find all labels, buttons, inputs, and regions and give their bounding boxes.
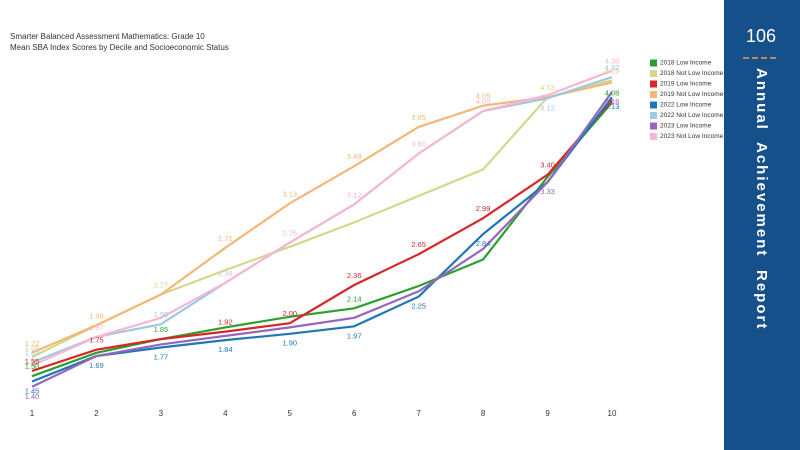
x-tick-label: 6: [352, 409, 357, 418]
data-label: 4.18: [605, 97, 620, 106]
legend-swatch: [650, 133, 657, 140]
data-label: 2.65: [411, 240, 426, 249]
data-label: 4.08: [605, 89, 620, 98]
series-line: [31, 69, 613, 367]
data-label: 4.12: [540, 103, 555, 112]
x-tick-label: 3: [159, 409, 164, 418]
x-tick-label: 2: [94, 409, 99, 418]
x-tick-label: 8: [481, 409, 486, 418]
data-label: 1.45: [25, 386, 40, 395]
legend-swatch: [650, 59, 657, 67]
x-tick-label: 5: [288, 409, 293, 418]
data-label: 4.38: [605, 57, 620, 66]
legend-label: 2022 Not Low Income: [660, 112, 724, 119]
data-label: 1.98: [89, 311, 104, 320]
legend-swatch: [650, 70, 657, 77]
data-label: 4.05: [476, 92, 491, 101]
sidebar: [724, 0, 800, 450]
legend-swatch: [650, 122, 657, 130]
series-line: [31, 99, 613, 372]
data-label: 3.48: [347, 152, 362, 161]
data-label: 2.14: [347, 294, 362, 303]
data-label: 1.68: [25, 343, 40, 352]
chart-subtitle: Mean SBA Index Scores by Decile and Soci…: [10, 43, 229, 52]
data-label: 3.85: [411, 113, 426, 122]
data-label: 3.13: [282, 189, 297, 198]
data-label: 4.13: [540, 83, 555, 92]
data-label: 2.84: [476, 239, 491, 248]
data-label: 2.36: [347, 271, 362, 280]
x-tick-label: 10: [608, 409, 617, 418]
chart-title: Smarter Balanced Assessment Mathematics:…: [10, 32, 205, 41]
legend-label: 2023 Not Low Income: [660, 133, 724, 140]
legend-swatch: [650, 112, 657, 119]
data-label: 4.32: [605, 63, 620, 72]
data-label: 2.99: [476, 204, 491, 213]
legend-label: 2023 Low Income: [660, 123, 712, 130]
page-number: 106: [746, 26, 776, 46]
data-label: 3.12: [347, 190, 362, 199]
data-label: 2.38: [218, 269, 233, 278]
data-label: 2.25: [411, 302, 426, 311]
sidebar-word: Annual: [753, 68, 770, 131]
data-label: 2.27: [154, 280, 169, 289]
legend-label: 2022 Low Income: [660, 102, 712, 109]
data-label: 1.50: [25, 362, 40, 371]
data-label: 3.33: [540, 187, 555, 196]
x-tick-label: 1: [30, 409, 35, 418]
legend-label: 2019 Not Low Income: [660, 91, 724, 98]
series-line: [31, 101, 613, 378]
data-label: 1.77: [154, 353, 169, 362]
data-label: 4.13: [605, 102, 620, 111]
data-label: 3.40: [540, 161, 555, 170]
data-label: 2.76: [282, 229, 297, 238]
legend-swatch: [650, 101, 657, 109]
sidebar-word: Achievement: [753, 142, 770, 257]
series-line: [31, 81, 613, 354]
data-label: 1.84: [218, 345, 233, 354]
legend-swatch: [650, 80, 657, 88]
legend-swatch: [650, 91, 657, 98]
data-label: 1.87: [89, 323, 104, 332]
data-label: 1.99: [154, 310, 169, 319]
data-label: 4.00: [476, 97, 491, 106]
data-label: 1.75: [89, 336, 104, 345]
data-label: 1.69: [89, 361, 104, 370]
x-tick-label: 7: [416, 409, 421, 418]
legend-label: 2018 Low Income: [660, 60, 712, 67]
legend-label: 2018 Not Low Income: [660, 70, 724, 77]
data-label: 3.60: [411, 139, 426, 148]
data-label: 2.71: [218, 234, 233, 243]
data-label: 1.63: [25, 348, 40, 357]
sidebar-word: Report: [753, 270, 770, 330]
legend-label: 2019 Low Income: [660, 81, 712, 88]
data-label: 1.92: [218, 318, 233, 327]
x-tick-label: 4: [223, 409, 228, 418]
data-label: 1.40: [25, 392, 40, 401]
series-line: [31, 91, 613, 388]
data-label: 1.97: [347, 331, 362, 340]
data-label: 1.90: [282, 339, 297, 348]
data-label: 2.00: [282, 309, 297, 318]
series-line: [31, 96, 613, 383]
data-label: 1.85: [154, 325, 169, 334]
data-label: 4.29: [605, 66, 620, 75]
x-tick-label: 9: [545, 409, 550, 418]
data-label: 1.72: [25, 339, 40, 348]
data-label: 1.55: [25, 357, 40, 366]
